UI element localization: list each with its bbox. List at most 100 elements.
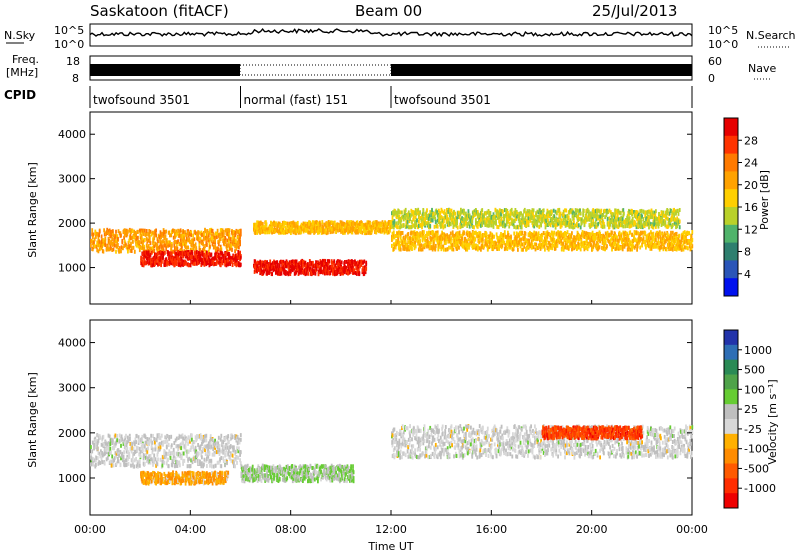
power-cell — [206, 229, 209, 234]
power-cell — [631, 217, 634, 221]
power-cell — [160, 259, 163, 264]
power-cell — [494, 207, 497, 212]
power-cell — [500, 217, 503, 222]
power-cell — [553, 230, 556, 235]
power-cell — [564, 237, 567, 242]
power-cell — [313, 229, 316, 234]
power-cell — [160, 245, 163, 250]
power-cell — [139, 231, 142, 235]
power-cell — [582, 209, 585, 213]
power-cell — [323, 222, 326, 227]
power-cell — [396, 225, 399, 230]
power-cell — [135, 232, 137, 237]
power-cell — [193, 244, 196, 249]
power-cell — [498, 208, 501, 213]
power-cell — [93, 240, 95, 245]
power-cell — [559, 211, 562, 216]
power-cell — [312, 260, 314, 265]
power-cell — [629, 230, 632, 235]
power-cell — [160, 242, 162, 247]
power-cell — [238, 237, 241, 242]
date-label: 25/Jul/2013 — [592, 2, 677, 20]
power-cell — [91, 232, 94, 237]
power-cell — [219, 244, 222, 249]
power-cell — [210, 252, 213, 257]
power-cell — [426, 208, 428, 213]
power-cell — [468, 213, 471, 218]
power-cell — [145, 236, 148, 241]
power-cell — [123, 228, 126, 233]
power-cell — [182, 239, 184, 244]
power-cell — [526, 209, 529, 214]
power-cell — [214, 236, 216, 241]
power-cell — [363, 259, 366, 264]
power-cell — [651, 237, 654, 242]
power-cell — [222, 229, 225, 234]
power-cell — [688, 231, 690, 236]
power-cell — [603, 208, 606, 213]
power-cell — [183, 233, 186, 238]
power-cell — [631, 232, 633, 237]
power-cell — [155, 260, 158, 265]
power-cell — [358, 271, 361, 276]
power-cell — [391, 243, 393, 248]
power-cell — [520, 225, 523, 230]
freq-band-segment-3 — [391, 64, 692, 76]
power-cell — [156, 252, 159, 256]
sky-left-tick-bottom: 10^0 — [54, 38, 84, 51]
power-cell — [98, 233, 100, 238]
power-cell — [180, 234, 183, 239]
power-cell — [513, 231, 516, 236]
power-cell — [131, 229, 134, 234]
power-cell — [164, 243, 166, 248]
power-cell — [137, 235, 139, 240]
power-cell — [152, 239, 155, 244]
power-cell — [419, 210, 421, 215]
power-cell — [302, 264, 304, 269]
power-cell — [135, 236, 138, 241]
power-cell — [454, 211, 457, 216]
power-cell — [159, 244, 161, 249]
power-cell — [97, 235, 100, 240]
power-cell — [461, 241, 464, 246]
power-cell — [208, 241, 211, 246]
power-cell — [239, 255, 242, 260]
power-cell — [145, 229, 148, 233]
power-cell — [239, 234, 241, 239]
power-cell — [149, 241, 152, 246]
power-cell — [147, 250, 150, 255]
power-cell — [328, 259, 331, 264]
power-cell — [441, 236, 444, 241]
sky-right-tick-bottom: 10^0 — [708, 38, 738, 51]
power-cell — [141, 237, 144, 242]
power-cell — [91, 247, 94, 252]
power-cell — [153, 249, 156, 253]
power-cell — [155, 258, 158, 263]
power-cell — [169, 243, 171, 247]
power-cell — [481, 237, 484, 242]
power-cell — [623, 211, 625, 216]
power-cell — [463, 231, 465, 236]
power-cell — [159, 230, 162, 235]
power-cell — [234, 238, 237, 243]
power-cell — [140, 236, 142, 241]
power-cell — [165, 229, 168, 234]
power-cell — [448, 208, 451, 213]
power-cell — [147, 232, 149, 237]
power-cell — [205, 237, 208, 242]
power-cell — [148, 246, 151, 251]
power-cell — [172, 235, 175, 240]
power-cell — [552, 243, 554, 248]
power-cell — [449, 231, 452, 236]
power-cell — [110, 232, 113, 237]
power-cell — [216, 235, 218, 240]
power-cell — [138, 240, 141, 245]
power-cell — [93, 244, 96, 249]
sky-right-tick-top: 10^5 — [708, 24, 738, 37]
power-cell — [665, 247, 668, 252]
power-cell — [191, 251, 194, 256]
power-cell — [236, 229, 238, 234]
power-cell — [150, 250, 153, 255]
nave-right-label: Nave — [748, 62, 776, 75]
